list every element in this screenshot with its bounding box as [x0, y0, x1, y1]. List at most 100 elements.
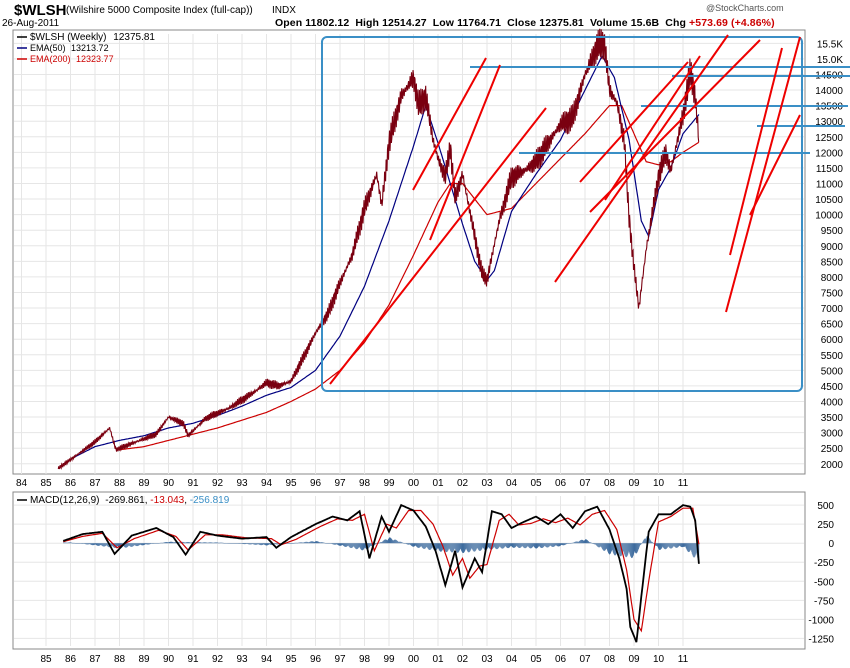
histogram-bar: [251, 543, 252, 545]
histogram-bar: [371, 543, 372, 547]
histogram-bar: [405, 543, 406, 544]
histogram-bar: [219, 542, 220, 544]
histogram-bar: [666, 543, 667, 549]
histogram-bar: [186, 542, 188, 544]
histogram-bar: [319, 542, 320, 544]
histogram-bar: [503, 543, 504, 549]
histogram-bar: [261, 543, 263, 546]
histogram-bar: [267, 543, 269, 545]
histogram-bar: [462, 543, 463, 553]
close-label: Close: [507, 17, 537, 29]
histogram-bar: [380, 542, 382, 544]
histogram-bar: [511, 543, 512, 547]
macd-x-tick-label: 02: [457, 654, 469, 665]
histogram-bar: [591, 543, 593, 544]
histogram-bar: [159, 542, 160, 544]
histogram-bar: [316, 541, 317, 544]
histogram-bar: [419, 543, 421, 548]
histogram-bar: [558, 543, 559, 547]
histogram-bar: [553, 543, 555, 547]
histogram-bar: [299, 542, 301, 544]
histogram-bar: [480, 543, 481, 551]
histogram-bar: [572, 542, 574, 544]
histogram-bar: [91, 543, 92, 545]
histogram-bar: [118, 543, 120, 548]
macd-x-tick-label: 01: [432, 654, 444, 665]
histogram-bar: [213, 542, 215, 544]
chart-date: 26-Aug-2011: [2, 18, 60, 29]
histogram-bar: [81, 543, 82, 544]
price-x-tick-label: 95: [285, 478, 297, 489]
histogram-bar: [392, 540, 394, 544]
histogram-bar: [300, 542, 301, 544]
histogram-bar: [225, 542, 227, 544]
histogram-bar: [323, 542, 325, 544]
histogram-bar: [499, 543, 501, 547]
histogram-bar: [452, 543, 453, 553]
macd-line: [62, 503, 700, 643]
histogram-bar: [389, 537, 390, 544]
trend-line: [412, 57, 487, 191]
histogram-bar: [274, 543, 276, 545]
histogram-bar: [409, 543, 411, 545]
histogram-bar: [683, 543, 684, 547]
histogram-bar: [453, 543, 454, 552]
histogram-bar: [87, 543, 88, 545]
histogram-bar: [574, 541, 576, 544]
histogram-bar: [449, 543, 450, 549]
histogram-bar: [633, 543, 635, 555]
histogram-bar: [261, 543, 262, 546]
histogram-bar: [604, 543, 606, 551]
histogram-bar: [499, 543, 500, 547]
histogram-bar: [340, 543, 341, 546]
histogram-bar: [665, 543, 666, 550]
histogram-bar: [451, 543, 452, 553]
histogram-bar: [408, 543, 410, 545]
histogram-bar: [678, 543, 679, 547]
histogram-bar: [490, 543, 492, 550]
histogram-bar: [483, 543, 485, 549]
histogram-bar: [333, 543, 334, 545]
histogram-bar: [95, 543, 96, 545]
histogram-bar: [73, 542, 75, 544]
histogram-bar: [291, 543, 292, 544]
histogram-bar: [529, 543, 531, 549]
price-tick-label: 4500: [821, 382, 844, 393]
histogram-bar: [619, 543, 621, 556]
histogram-bar: [119, 543, 120, 548]
histogram-bar: [468, 543, 469, 553]
histogram-bar: [82, 543, 84, 544]
histogram-bar: [154, 543, 155, 544]
histogram-bar: [406, 543, 407, 545]
legend-macd: MACD(12,26,9) -269.861, -13.043, -256.81…: [30, 495, 230, 506]
histogram-bar: [165, 542, 167, 544]
histogram-bar: [438, 543, 439, 549]
price-tick-label: 12500: [815, 133, 843, 144]
histogram-bar: [512, 543, 514, 548]
histogram-bar: [343, 543, 345, 547]
histogram-bar: [686, 543, 688, 551]
histogram-bar: [335, 543, 336, 545]
histogram-bar: [219, 542, 221, 544]
price-tick-label: 3000: [821, 429, 844, 440]
histogram-bar: [262, 543, 263, 545]
histogram-bar: [79, 543, 80, 544]
macd-x-tick-label: 06: [555, 654, 567, 665]
histogram-bar: [184, 542, 186, 544]
histogram-bar: [455, 543, 456, 550]
grid-layer: [14, 34, 804, 646]
histogram-bar: [63, 542, 64, 544]
histogram-bar: [69, 542, 71, 544]
histogram-bar: [201, 542, 202, 544]
histogram-bar: [418, 543, 419, 548]
histogram-bar: [558, 543, 560, 547]
histogram-bar: [252, 543, 253, 544]
price-x-tick-label: 10: [653, 478, 665, 489]
histogram-bar: [105, 543, 106, 546]
histogram-bar: [222, 542, 223, 544]
histogram-bar: [336, 543, 337, 545]
histogram-bar: [158, 543, 160, 544]
histogram-bar: [204, 542, 206, 544]
histogram-bar: [103, 543, 104, 547]
histogram-bar: [63, 542, 65, 544]
